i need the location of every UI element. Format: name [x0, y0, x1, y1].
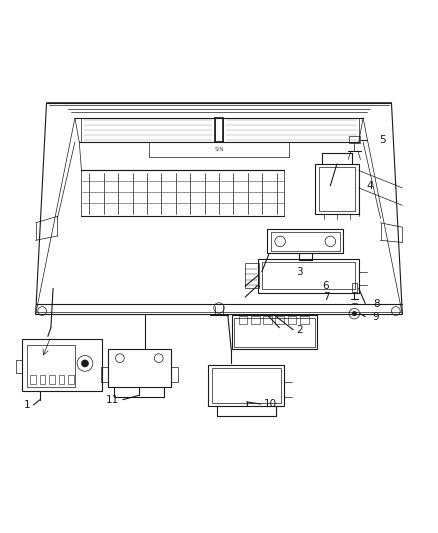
- Text: 11: 11: [106, 394, 119, 405]
- Bar: [234, 318, 315, 348]
- Bar: [251, 316, 260, 324]
- Text: 8: 8: [373, 298, 379, 309]
- Bar: [263, 316, 272, 324]
- Bar: [171, 367, 177, 382]
- Bar: [267, 229, 343, 253]
- Bar: [101, 367, 108, 382]
- Bar: [276, 316, 284, 324]
- Bar: [288, 316, 296, 324]
- Bar: [352, 282, 357, 292]
- Text: 7: 7: [323, 292, 329, 302]
- Bar: [300, 316, 308, 324]
- Text: 9: 9: [373, 312, 379, 322]
- Text: 1: 1: [24, 400, 30, 410]
- Bar: [262, 262, 355, 289]
- Bar: [258, 259, 359, 293]
- Text: S/N: S/N: [214, 147, 224, 152]
- Text: 2: 2: [297, 325, 303, 335]
- Bar: [349, 136, 360, 143]
- Bar: [40, 375, 45, 384]
- Bar: [21, 338, 102, 391]
- Bar: [239, 316, 247, 324]
- Bar: [59, 375, 64, 384]
- Bar: [208, 365, 285, 406]
- Text: 10: 10: [264, 399, 277, 409]
- Bar: [68, 375, 74, 384]
- Bar: [245, 263, 259, 288]
- Bar: [212, 368, 281, 403]
- Circle shape: [352, 311, 357, 316]
- Bar: [30, 375, 35, 384]
- Bar: [27, 345, 75, 386]
- Text: 6: 6: [323, 281, 329, 291]
- Bar: [318, 167, 355, 211]
- Text: 4: 4: [366, 181, 373, 191]
- Bar: [271, 232, 340, 251]
- Text: 5: 5: [379, 135, 386, 145]
- Bar: [315, 164, 359, 214]
- Bar: [232, 316, 317, 350]
- Text: 3: 3: [297, 266, 303, 277]
- Bar: [49, 375, 55, 384]
- Bar: [108, 350, 171, 386]
- Circle shape: [81, 360, 88, 367]
